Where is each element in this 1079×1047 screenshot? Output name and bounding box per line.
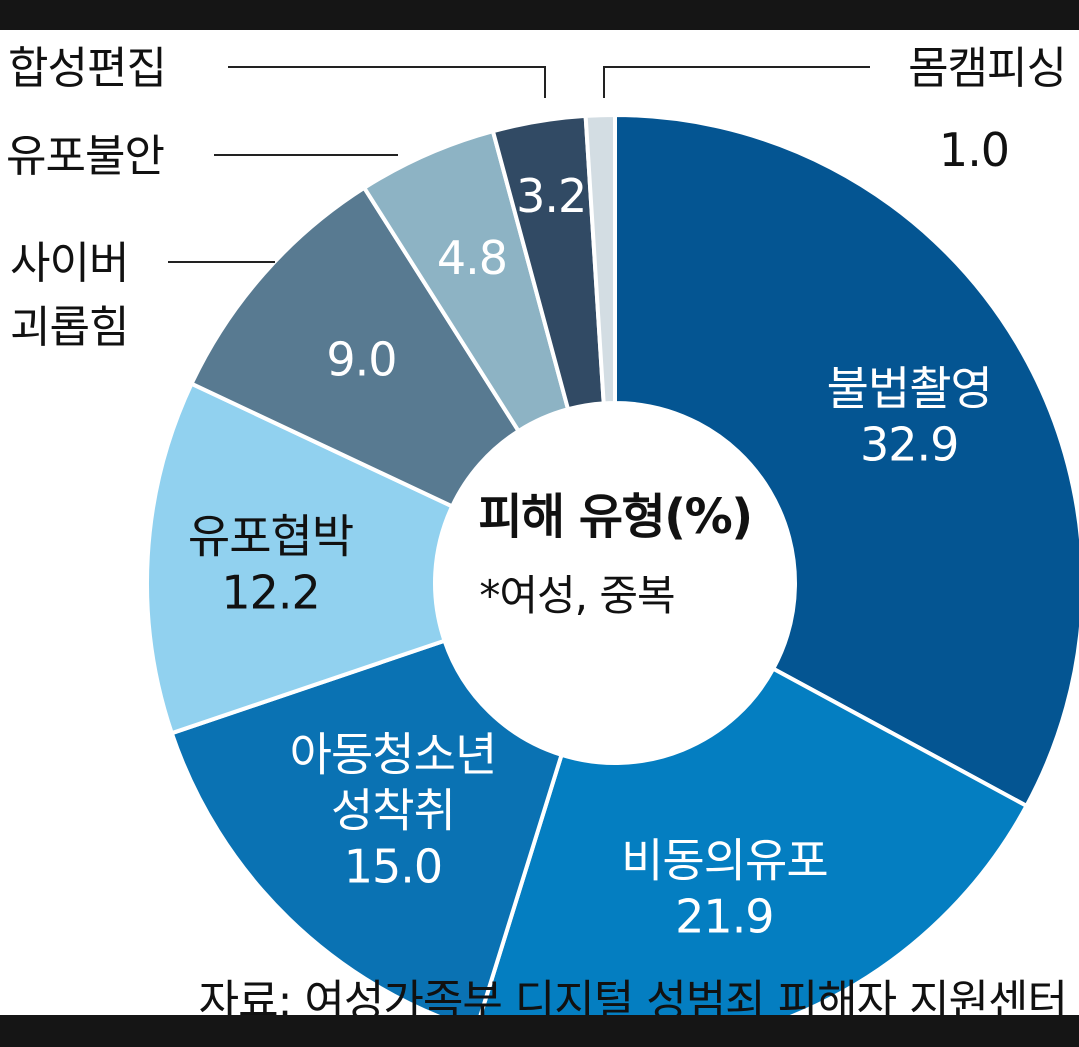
outside-label-합성편집: 합성편집 [8, 43, 166, 94]
chart-panel: 불법촬영 32.9 비동의유포 21.9 아동청소년 성착취 15.0 유포협박 12.2 9.0… [0, 30, 1079, 1015]
slice-label-아동청소년-성착취: 아동청소년 성착취 15.0 [290, 728, 497, 894]
slice-비동의유포 [478, 666, 1030, 1015]
outside-label-몸캠피싱: 몸캠피싱 [908, 43, 1066, 94]
donut-chart: 불법촬영 32.9 비동의유포 21.9 아동청소년 성착취 15.0 유포협박 12.2 9.0… [6, 43, 1079, 1015]
center-title: 피해 유형(%) [478, 489, 751, 545]
slice-아동청소년-성착취 [169, 638, 565, 1015]
leader-line-합성편집 [228, 66, 546, 98]
slice-value-유포불안: 4.8 [437, 231, 507, 285]
slice-label-불법촬영: 불법촬영 32.9 [827, 362, 992, 472]
center-note: *여성, 중복 [479, 571, 674, 620]
slice-label-유포협박: 유포협박 12.2 [188, 509, 353, 619]
slice-불법촬영 [613, 112, 1079, 809]
outside-value-몸캠피싱: 1.0 [939, 123, 1009, 177]
slice-value-사이버-괴롭힘: 9.0 [326, 332, 396, 386]
slice-value-합성편집: 3.2 [516, 169, 586, 223]
source-note: 자료: 여성가족부 디지털 성범죄 피해자 지원센터 [198, 976, 1068, 1015]
slice-사이버-괴롭힘 [188, 185, 522, 510]
leader-line-몸캠피싱 [603, 66, 870, 98]
slice-label-비동의유포: 비동의유포 21.9 [621, 834, 828, 944]
outside-label-유포불안: 유포불안 [6, 131, 164, 182]
slice-몸캠피싱 [583, 112, 617, 406]
outside-label-사이버-괴롭힘: 사이버 괴롭힘 [10, 238, 128, 353]
